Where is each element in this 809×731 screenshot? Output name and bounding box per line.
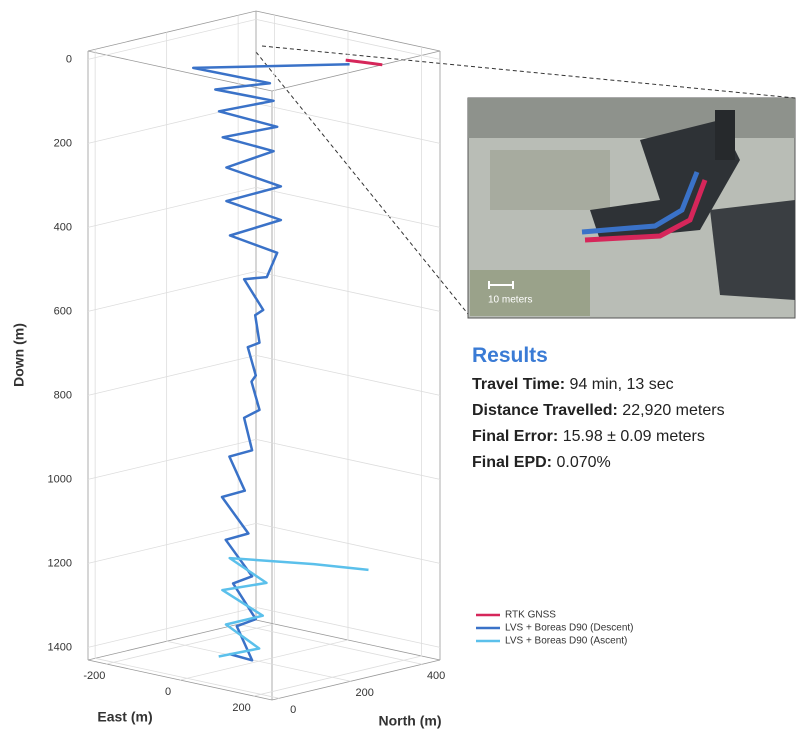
trajectory <box>218 556 369 658</box>
legend-label: LVS + Boreas D90 (Ascent) <box>505 636 627 647</box>
box-edge <box>87 10 257 52</box>
grid-line <box>87 439 257 480</box>
x-tick-label: 200 <box>232 702 250 714</box>
result-row: Travel Time: 94 min, 13 sec <box>472 376 674 394</box>
trajectory <box>345 58 383 67</box>
x-axis-title: East (m) <box>97 709 152 725</box>
map-area <box>470 270 590 316</box>
results-title: Results <box>472 344 548 367</box>
result-row: Final EPD: 0.070% <box>472 454 611 472</box>
x-tick-label: -200 <box>83 670 105 682</box>
x-tick-label: 0 <box>165 686 171 698</box>
y-axis-title: North (m) <box>379 713 442 729</box>
grid-line <box>106 623 275 665</box>
z-tick-label: 1000 <box>48 473 72 485</box>
scale-label: 10 meters <box>488 295 532 306</box>
result-value: 0.070% <box>556 454 611 471</box>
grid-line <box>179 639 349 681</box>
building <box>710 200 795 300</box>
grid-line <box>238 623 423 665</box>
box-edge <box>271 659 441 701</box>
grid-line <box>87 187 257 228</box>
result-value: 22,920 meters <box>622 402 725 419</box>
inset-rtk <box>584 179 708 243</box>
z-tick-label: 400 <box>54 221 72 233</box>
grid-line <box>87 523 257 564</box>
z-tick-label: 600 <box>54 305 72 317</box>
inset-lvs <box>581 171 700 235</box>
grid-line <box>87 355 257 396</box>
trajectory <box>191 62 350 662</box>
result-value: 94 min, 13 sec <box>569 376 674 393</box>
y-tick-label: 0 <box>290 704 296 716</box>
grid-line <box>87 607 257 648</box>
inset-map: 10 meters <box>467 97 796 319</box>
grid-line <box>253 655 422 697</box>
result-value: 15.98 ± 0.09 meters <box>562 428 705 445</box>
box-edge <box>271 50 441 92</box>
grid-line <box>166 640 351 682</box>
result-row: Final Error: 15.98 ± 0.09 meters <box>472 428 705 446</box>
z-tick-label: 800 <box>54 389 72 401</box>
result-label: Final Error: <box>472 428 559 445</box>
box-edge <box>87 50 273 92</box>
building <box>715 110 735 160</box>
z-tick-label: 1200 <box>48 557 72 569</box>
z-tick-label: 200 <box>54 137 72 149</box>
scale-bar <box>488 281 514 289</box>
result-row: Distance Travelled: 22,920 meters <box>472 402 725 420</box>
legend-label: LVS + Boreas D90 (Descent) <box>505 623 634 634</box>
zoom-connector <box>255 45 796 315</box>
grid-line <box>95 657 280 699</box>
y-tick-label: 400 <box>427 670 445 682</box>
map-area <box>490 150 610 210</box>
z-tick-label: 1400 <box>48 641 72 653</box>
z-axis-title: Down (m) <box>11 323 27 387</box>
result-label: Travel Time: <box>472 376 566 393</box>
legend-label: RTK GNSS <box>505 610 556 621</box>
grid-line <box>87 271 257 312</box>
result-label: Final EPD: <box>472 454 553 471</box>
grid-line <box>87 19 257 60</box>
building <box>590 120 740 240</box>
result-label: Distance Travelled: <box>472 402 618 419</box>
map-area <box>468 98 795 138</box>
y-tick-label: 200 <box>355 687 373 699</box>
z-tick-label: 0 <box>66 53 72 65</box>
